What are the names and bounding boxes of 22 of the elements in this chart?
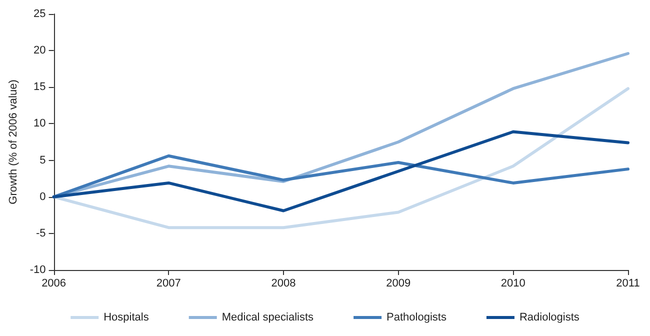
legend-label: Hospitals: [104, 312, 150, 324]
y-axis-title: Growth (% of 2006 value): [8, 80, 20, 204]
x-tick-label: 2007: [156, 278, 181, 290]
y-tick-label: -10: [30, 264, 46, 276]
y-tick-label: -5: [36, 227, 46, 240]
legend-label: Pathologists: [386, 312, 447, 324]
y-tick-label: 5: [40, 154, 46, 166]
y-tick-label: 0: [40, 190, 46, 203]
y-tick-label: 25: [34, 8, 46, 20]
line-series: [52, 154, 630, 198]
legend-label: Radiologists: [519, 312, 580, 324]
line-series: [52, 87, 630, 230]
y-tick-label: 10: [34, 118, 46, 130]
x-tick-label: 2010: [500, 278, 526, 290]
x-tick-label: 2006: [42, 278, 66, 290]
line-series: [52, 130, 630, 212]
x-tick-label: 2008: [271, 278, 296, 290]
y-tick-label: 15: [34, 81, 46, 94]
x-tick-label: 2009: [386, 278, 411, 290]
legend-label: Medical specialists: [222, 312, 314, 324]
y-tick-label: 20: [34, 44, 46, 57]
x-tick-label: 2011: [616, 278, 640, 290]
